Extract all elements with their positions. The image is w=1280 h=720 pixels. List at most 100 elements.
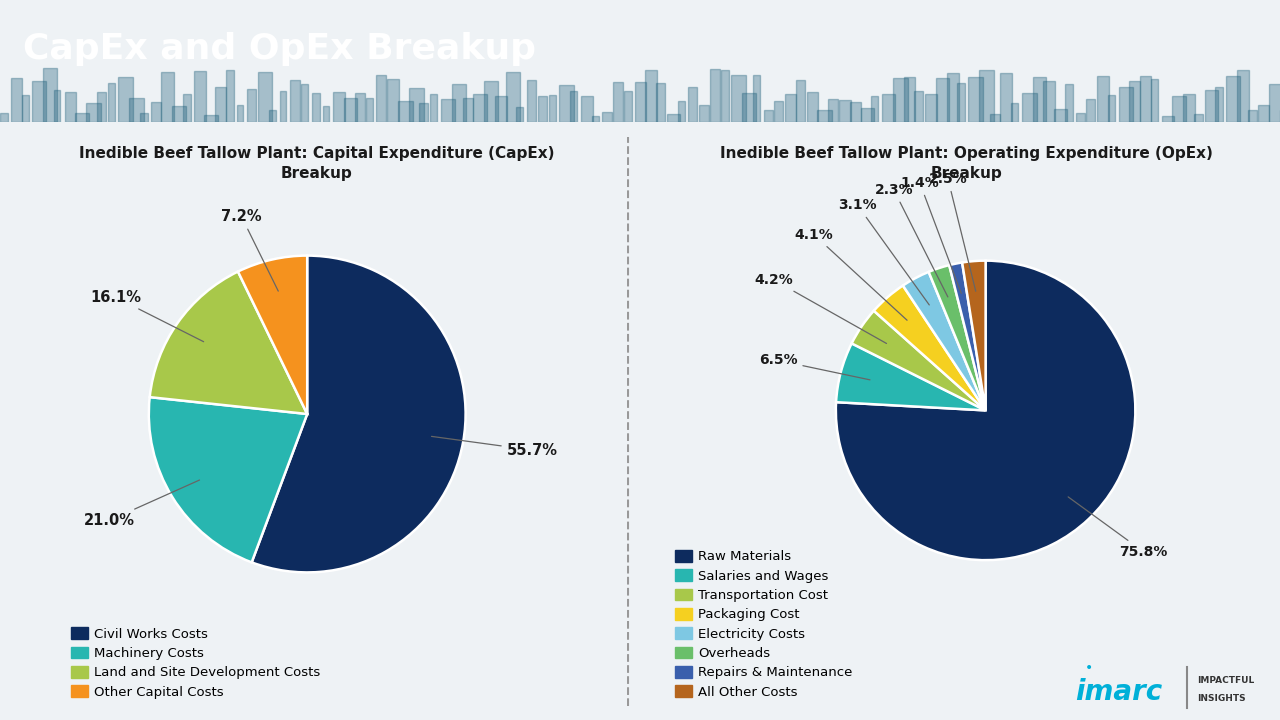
Bar <box>161 72 174 122</box>
Bar <box>1194 114 1202 122</box>
Bar <box>64 91 76 122</box>
Bar <box>1119 87 1133 122</box>
Bar <box>838 100 851 122</box>
Bar <box>76 113 88 122</box>
Bar <box>603 112 612 122</box>
Bar <box>129 98 143 122</box>
Bar <box>1043 81 1056 122</box>
Bar <box>215 87 227 122</box>
Bar <box>699 105 709 122</box>
Bar <box>710 69 719 122</box>
Bar <box>946 73 959 122</box>
Text: IMPACTFUL: IMPACTFUL <box>1198 675 1254 685</box>
Bar <box>925 94 937 122</box>
Bar <box>205 115 218 122</box>
Text: •: • <box>1084 662 1093 675</box>
Wedge shape <box>929 265 986 410</box>
Bar <box>860 108 874 122</box>
Bar <box>721 70 728 122</box>
Bar <box>420 103 428 122</box>
Text: CapEx and OpEx Breakup: CapEx and OpEx Breakup <box>23 32 536 66</box>
Bar <box>914 91 923 122</box>
Bar <box>506 72 520 122</box>
Bar <box>259 72 271 122</box>
Bar <box>635 82 645 122</box>
Text: 21.0%: 21.0% <box>83 480 200 528</box>
Bar <box>0 112 9 122</box>
Bar <box>1011 103 1018 122</box>
Bar <box>1172 96 1187 122</box>
Bar <box>1248 110 1257 122</box>
Bar <box>892 78 908 122</box>
Bar <box>334 92 344 122</box>
Bar <box>1129 81 1140 122</box>
Bar <box>398 101 413 122</box>
Bar <box>785 94 796 122</box>
Bar <box>968 77 983 122</box>
Wedge shape <box>851 311 986 410</box>
Bar <box>1055 109 1068 122</box>
Bar <box>237 105 243 122</box>
Bar <box>183 94 191 122</box>
Text: 3.1%: 3.1% <box>838 198 929 305</box>
Bar <box>247 89 256 122</box>
Bar <box>442 99 454 122</box>
Wedge shape <box>963 261 986 410</box>
Bar <box>172 106 186 122</box>
Bar <box>1140 76 1151 122</box>
Text: 6.5%: 6.5% <box>759 354 870 380</box>
Bar <box>1151 79 1158 122</box>
Bar <box>753 75 760 122</box>
Bar <box>559 85 573 122</box>
Bar <box>118 77 133 122</box>
Bar <box>677 101 686 122</box>
Bar <box>430 94 436 122</box>
Bar <box>495 96 507 122</box>
Bar <box>269 109 275 122</box>
Bar <box>1204 90 1219 122</box>
Bar <box>193 71 206 122</box>
Bar <box>538 96 547 122</box>
Bar <box>1236 70 1248 122</box>
Bar <box>1270 84 1280 122</box>
Bar <box>936 78 948 122</box>
Bar <box>301 84 308 122</box>
Bar <box>1075 113 1084 122</box>
Bar <box>1183 94 1196 122</box>
Bar <box>828 99 838 122</box>
Text: 55.7%: 55.7% <box>431 436 558 458</box>
Bar <box>366 99 374 122</box>
Bar <box>1065 84 1073 122</box>
Bar <box>22 95 29 122</box>
Bar <box>44 68 58 122</box>
Text: 4.1%: 4.1% <box>795 228 908 320</box>
Text: Inedible Beef Tallow Plant: Capital Expenditure (CapEx)
Breakup: Inedible Beef Tallow Plant: Capital Expe… <box>79 146 554 181</box>
Bar <box>581 96 593 122</box>
Bar <box>1087 99 1094 122</box>
Bar <box>904 77 915 122</box>
Bar <box>806 92 818 122</box>
Bar <box>623 91 632 122</box>
Bar <box>97 92 106 122</box>
Wedge shape <box>874 286 986 410</box>
Bar <box>484 81 498 122</box>
Bar <box>1216 86 1224 122</box>
Bar <box>1097 76 1108 122</box>
Wedge shape <box>950 263 986 410</box>
Bar <box>882 94 895 122</box>
Bar <box>570 91 577 122</box>
Bar <box>1162 116 1174 122</box>
Bar <box>850 102 861 122</box>
Bar <box>764 110 773 122</box>
Bar <box>32 81 46 122</box>
Bar <box>86 103 101 122</box>
Bar <box>645 70 657 122</box>
Text: 75.8%: 75.8% <box>1068 497 1167 559</box>
Bar <box>731 75 746 122</box>
Bar <box>408 89 424 122</box>
Bar <box>979 71 993 122</box>
Bar <box>452 84 466 122</box>
Bar <box>667 114 680 122</box>
Bar <box>151 102 161 122</box>
Text: 2.3%: 2.3% <box>874 183 948 297</box>
